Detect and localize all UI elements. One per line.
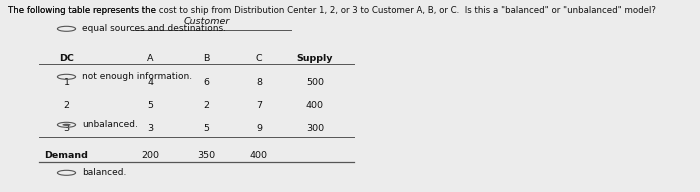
Text: 8: 8 [256, 78, 262, 87]
Text: 5: 5 [148, 101, 153, 110]
Text: 5: 5 [204, 124, 209, 133]
Text: 400: 400 [306, 101, 324, 110]
Text: Demand: Demand [45, 151, 88, 160]
Text: 7: 7 [256, 101, 262, 110]
Text: equal sources and destinations.: equal sources and destinations. [82, 24, 226, 33]
Text: 1: 1 [64, 78, 69, 87]
Text: 400: 400 [250, 151, 268, 160]
Text: balanced.: balanced. [82, 168, 126, 177]
Text: Supply: Supply [297, 54, 333, 63]
Text: 200: 200 [141, 151, 160, 160]
Text: 2: 2 [204, 101, 209, 110]
Text: The following table represents the: The following table represents the [8, 6, 159, 15]
Text: C: C [256, 54, 262, 63]
Text: 3: 3 [64, 124, 69, 133]
Text: 9: 9 [256, 124, 262, 133]
Text: 6: 6 [204, 78, 209, 87]
Text: The following table represents the cost to ship from Distribution Center 1, 2, o: The following table represents the cost … [8, 6, 657, 15]
Text: 500: 500 [306, 78, 324, 87]
Text: 350: 350 [197, 151, 216, 160]
Text: 3: 3 [148, 124, 153, 133]
Text: The following table represents the cost to ship from Distribution Center 1, 2, o: The following table represents the cost … [8, 6, 657, 15]
Text: 4: 4 [148, 78, 153, 87]
Text: Customer: Customer [183, 17, 230, 26]
Text: B: B [203, 54, 210, 63]
Text: unbalanced.: unbalanced. [82, 120, 138, 129]
Text: A: A [147, 54, 154, 63]
Text: DC: DC [59, 54, 74, 63]
Text: 300: 300 [306, 124, 324, 133]
Text: 2: 2 [64, 101, 69, 110]
Text: not enough information.: not enough information. [82, 72, 192, 81]
Circle shape [62, 124, 71, 126]
